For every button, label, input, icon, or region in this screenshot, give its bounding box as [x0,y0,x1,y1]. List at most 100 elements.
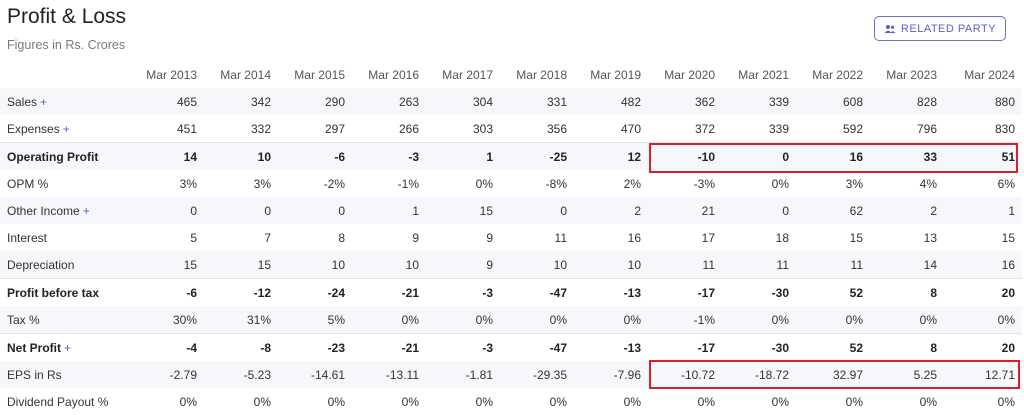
table-row[interactable]: Expenses +451 332 297 266 303 356 470 372 339 592 7… [0,115,1022,143]
value-cell: 11 [648,251,722,279]
value-cell: 62 [796,197,870,224]
value-cell: 0% [549,394,567,409]
row-label: Profit before tax [7,285,100,300]
related-party-button[interactable]: RELATED PARTY [874,16,1006,41]
value-cell: 0 [204,197,278,224]
value-cell: 8 [338,230,345,245]
year-header: Mar 2013 [146,67,197,82]
row-label-cell[interactable]: Other Income + [0,197,130,224]
value-cell: 12 [574,142,648,170]
value-cell: 51 [944,142,1022,170]
value-cell: 0% [870,306,944,334]
value-cell: 303 [472,121,493,136]
row-label: Interest [7,230,48,245]
value-cell: 0% [944,306,1022,334]
value-cell: -29.35 [500,361,574,388]
year-header: Mar 2019 [590,67,641,82]
value-cell: 20 [944,333,1022,361]
value-cell: -3 [352,142,426,170]
year-header: Mar 2015 [294,67,345,82]
page-title: Profit & Loss [7,5,127,28]
value-cell: 0% [426,306,500,334]
row-label-cell[interactable]: Expenses + [0,115,130,143]
row-label: Operating Profit [7,149,99,164]
value-cell: 880 [944,88,1022,115]
value-cell: -24 [278,278,352,306]
value-cell: 6% [997,176,1015,191]
page-subtitle: Figures in Rs. Crores [7,38,126,52]
row-label-cell[interactable]: Sales + [0,88,130,115]
value-cell: 0% [352,306,426,334]
value-cell: 21 [648,197,722,224]
value-cell: 20 [944,278,1022,306]
value-cell: 16 [627,230,641,245]
value-cell: -7.96 [574,361,648,388]
expand-plus-icon[interactable]: + [40,94,48,109]
value-cell: 11 [554,230,567,245]
value-cell: 8 [870,333,944,361]
value-cell: -18.72 [722,361,796,388]
row-label-cell: Dividend Payout % [0,388,130,415]
value-cell: 3% [845,176,863,191]
value-cell: -30 [722,278,796,306]
expand-plus-icon[interactable]: + [82,203,90,218]
table-row[interactable]: Other Income +0 0 0 1 15 0 2 21 0 62 2 1 [0,197,1022,224]
value-cell: -47 [500,333,574,361]
value-cell: -17 [648,278,722,306]
related-party-label: RELATED PARTY [900,22,997,35]
value-cell: 10 [278,251,352,279]
value-cell: 0% [796,306,870,334]
value-cell: 0% [500,306,574,334]
value-cell: 0 [278,197,352,224]
value-cell: 0 [722,197,796,224]
value-cell: 1 [944,197,1022,224]
value-cell: 304 [426,88,500,115]
table-row: Tax % 30% 31% 5% 0% 0% 0% 0% -1% 0% 0% 0% 0% [0,306,1022,334]
value-cell: 356 [546,121,567,136]
row-label: Depreciation [7,257,75,272]
value-cell: -21 [352,278,426,306]
users-icon [884,24,896,34]
value-cell: 331 [500,88,574,115]
table-row[interactable]: Sales +465 342 290 263 304 331 482 362 339 608 828 8… [0,88,1022,115]
value-cell: 592 [842,121,863,136]
expand-plus-icon[interactable]: + [62,121,70,136]
value-cell: 17 [701,230,715,245]
row-label-cell[interactable]: Net Profit + [0,333,130,361]
value-cell: 0% [771,176,789,191]
value-cell: -13 [574,333,648,361]
value-cell: 3% [253,176,271,191]
row-label: Tax % [7,312,40,327]
row-label-cell: Interest [0,224,130,251]
value-cell: 1 [426,142,500,170]
row-label-cell: OPM % [0,170,130,197]
value-cell: -5.23 [204,361,278,388]
value-cell: 0 [500,197,574,224]
value-cell: 16 [796,142,870,170]
value-cell: 11 [722,251,796,279]
year-header: Mar 2018 [516,67,567,82]
value-cell: 830 [994,121,1015,136]
value-cell: 2 [574,197,648,224]
value-cell: 0% [574,306,648,334]
value-cell: 828 [870,88,944,115]
value-cell: 31% [204,306,278,334]
value-cell: 290 [278,88,352,115]
value-cell: 332 [250,121,271,136]
header-label-cell [0,61,130,88]
value-cell: 14 [130,142,204,170]
value-cell: -1.81 [426,361,500,388]
value-cell: 2% [623,176,641,191]
value-cell: 1 [352,197,426,224]
table-row[interactable]: Net Profit + -4 -8 -23 -21 -3 -47 -13 -17 -30 52 8 20 [0,333,1022,361]
value-cell: 10 [574,251,648,279]
value-cell: -2.79 [130,361,204,388]
value-cell: 18 [775,230,789,245]
value-cell: -1% [648,306,722,334]
expand-plus-icon[interactable]: + [64,340,72,355]
value-cell: 266 [398,121,419,136]
row-label-cell: Depreciation [0,251,130,279]
value-cell: 52 [796,278,870,306]
value-cell: -10 [648,142,722,170]
value-cell: 11 [796,251,870,279]
